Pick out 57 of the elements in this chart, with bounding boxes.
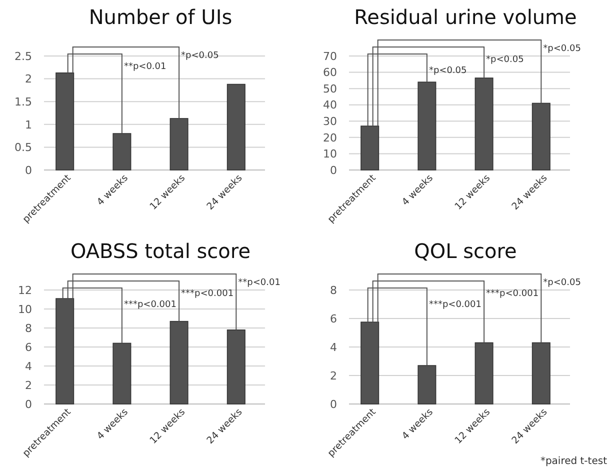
y-tick-label: 2 <box>25 72 32 86</box>
text: *paired t-test <box>540 456 608 467</box>
text: *p<0.05 <box>543 278 581 288</box>
bar <box>226 84 246 170</box>
y-tick-label: 2.5 <box>14 50 32 63</box>
y-tick-label: 10 <box>18 302 32 316</box>
y-tick-label: 4 <box>25 360 32 373</box>
chart-title: QOL score <box>414 239 517 263</box>
y-tick-label: 8 <box>330 284 337 297</box>
chart-title: OABSS total score <box>70 239 251 263</box>
y-tick-label: 20 <box>323 131 337 144</box>
bar <box>418 365 436 404</box>
y-tick-label: 1 <box>25 118 32 132</box>
bar <box>226 330 246 404</box>
y-tick-label: 2 <box>330 369 337 382</box>
y-tick-label: 1.5 <box>14 95 32 108</box>
y-tick-label: 8 <box>25 322 32 335</box>
bar <box>474 342 494 404</box>
annotation: **p<0.01 <box>124 62 166 72</box>
annotation: *p<0.05 <box>486 55 524 65</box>
chart-title: Number of UIs <box>88 5 232 29</box>
y-tick-label: 0 <box>330 398 337 411</box>
y-tick-label: 0 <box>330 164 337 177</box>
bar <box>360 126 380 170</box>
y-tick-label: 50 <box>323 82 337 96</box>
y-tick-label: 4 <box>330 340 337 354</box>
annotation: *p<0.05 <box>181 51 219 61</box>
y-tick-label: 10 <box>323 148 337 161</box>
bar <box>170 118 188 170</box>
y-tick-label: 30 <box>323 114 337 128</box>
bar <box>474 78 494 170</box>
bar <box>360 322 380 404</box>
y-tick-label: 40 <box>323 98 337 112</box>
annotation: ***p<0.001 <box>428 300 482 310</box>
y-tick-label: 6 <box>330 312 337 326</box>
y-tick-label: 6 <box>25 340 32 354</box>
y-tick-label: 2 <box>25 378 32 392</box>
bar <box>112 133 132 170</box>
y-tick-label: 60 <box>323 66 337 80</box>
annotation: ***p<0.001 <box>486 289 539 299</box>
annotation: *p<0.05 <box>428 66 467 76</box>
bar <box>170 320 188 404</box>
text: **p<0.01 <box>238 278 280 288</box>
y-tick-label: 70 <box>323 50 337 63</box>
y-tick-label: 12 <box>18 284 32 297</box>
text: *p<0.05 <box>543 44 581 54</box>
bar <box>418 82 436 170</box>
chart-title: Residual urine volume <box>354 5 577 29</box>
y-tick-label: 0 <box>25 398 32 411</box>
annotation: ***p<0.001 <box>181 289 234 299</box>
bar <box>532 342 550 404</box>
y-tick-label: 0 <box>25 164 32 177</box>
bar <box>112 342 132 404</box>
y-tick-label: 0.5 <box>14 141 32 154</box>
bar <box>532 102 550 170</box>
bar <box>56 298 74 404</box>
annotation: ***p<0.001 <box>124 300 176 310</box>
